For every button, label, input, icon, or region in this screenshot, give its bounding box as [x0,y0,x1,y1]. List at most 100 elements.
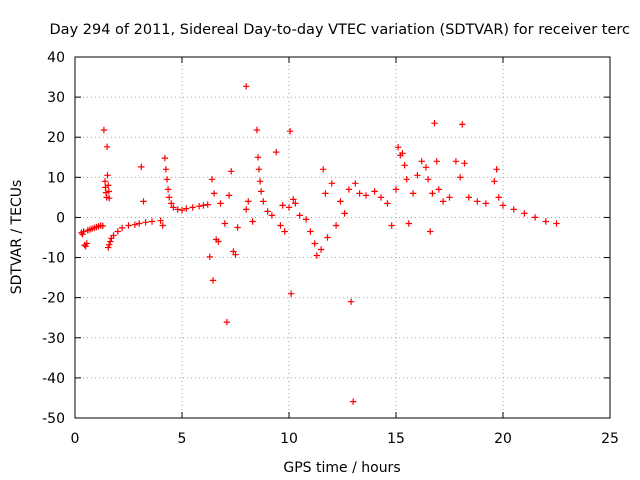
data-point [510,206,517,213]
data-point [234,224,241,231]
data-point [422,164,430,171]
y-tick-label: 30 [47,90,65,106]
data-point [394,144,402,151]
x-tick-label: 0 [71,431,80,447]
data-point [183,205,190,212]
data-point [105,182,112,189]
data-point [493,166,500,173]
chart-title: Day 294 of 2011, Sidereal Day-to-day VTE… [50,22,631,38]
data-points [78,83,560,405]
data-point [345,186,353,193]
data-point [80,228,87,235]
data-point [209,277,217,284]
data-point [474,198,481,205]
data-point [168,200,175,207]
data-point [232,251,239,258]
y-tick-label: 10 [47,170,65,186]
data-point [148,218,156,225]
data-point [427,228,434,235]
data-point [103,143,111,150]
data-point [204,201,211,208]
data-point [258,188,265,195]
data-point [223,318,231,326]
x-tick-label: 5 [178,431,187,447]
data-point [362,192,370,199]
data-point [273,148,280,156]
data-point [245,198,252,205]
data-point [371,188,378,195]
data-point [140,198,147,205]
x-tick-label: 15 [387,431,405,447]
data-point [435,186,442,193]
data-point [328,180,335,187]
data-point [322,190,329,197]
data-point [254,154,262,161]
data-point [253,126,261,134]
data-point [268,212,276,219]
data-point [255,166,263,173]
data-point [439,198,447,205]
data-point [403,176,410,183]
data-point [431,120,438,127]
data-point [347,298,355,305]
data-point [311,240,318,247]
data-point [100,126,108,134]
y-tick-label: -40 [42,371,65,387]
data-point [324,234,331,241]
data-point [296,212,303,219]
y-tick-label: 0 [56,210,65,226]
data-point [409,190,417,197]
data-point [225,192,233,199]
y-tick-label: -30 [42,331,65,347]
y-tick-label: -50 [42,411,65,427]
data-point [320,166,327,173]
data-point [142,219,149,226]
data-point [399,150,406,157]
y-tick-label: -20 [42,291,65,307]
data-point [79,231,86,238]
data-point [256,178,264,185]
data-point [356,190,363,197]
data-point [465,194,472,201]
y-axis-label: SDTVAR / TECUs [9,180,25,295]
data-point [106,241,113,248]
data-point [136,220,143,227]
data-point [228,168,235,175]
data-point [157,217,164,224]
data-point [461,160,468,167]
data-point [302,216,310,223]
data-point [164,186,172,193]
data-point [388,222,395,229]
data-point [531,214,539,221]
x-tick-label: 25 [601,431,619,447]
data-point [495,194,502,201]
x-axis-label: GPS time / hours [283,460,400,476]
data-point [317,246,325,253]
y-tick-label: -10 [42,251,65,267]
data-point [102,189,110,196]
data-point [83,240,90,247]
data-point [285,204,293,211]
data-point [114,228,121,235]
data-point [482,200,490,207]
data-point [159,222,166,229]
data-point [162,166,170,173]
data-point [281,228,288,235]
data-point [249,218,256,225]
data-point [170,204,177,211]
plot-frame [74,56,611,419]
data-point [292,200,299,207]
data-point [286,128,294,135]
data-point [208,176,216,183]
data-point [491,178,498,185]
data-point [452,158,460,165]
data-point [195,203,203,210]
data-point [457,174,464,181]
data-point [163,176,171,183]
data-point [429,190,436,197]
data-point [221,220,228,227]
data-point [243,83,250,90]
data-point [553,220,560,227]
data-point [99,222,106,230]
